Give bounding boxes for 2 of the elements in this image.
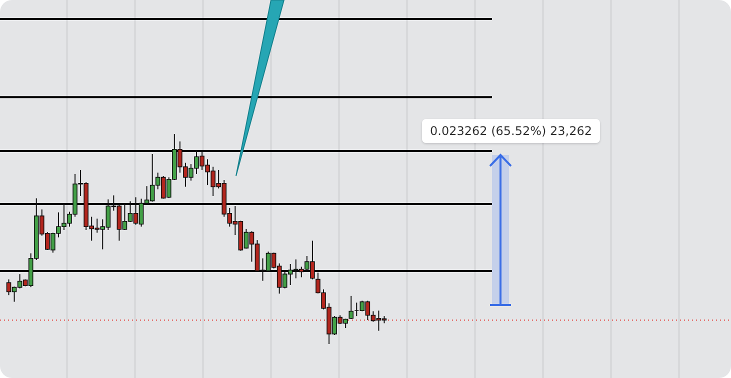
- candlestick: [348, 295, 354, 320]
- text: 0.023262 (65.52%) 23,262: [422, 119, 600, 143]
